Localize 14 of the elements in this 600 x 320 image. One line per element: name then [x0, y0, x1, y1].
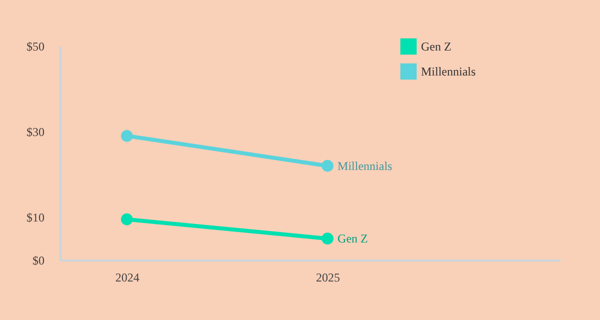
point: [120, 130, 133, 142]
text: Millennials: [338, 158, 392, 173]
y-tick-label: $0: [32, 254, 44, 268]
y-tick-label: $50: [26, 40, 44, 54]
point: [322, 232, 334, 245]
legend-label: Millennials: [421, 64, 476, 78]
text: Gen Z: [338, 232, 368, 246]
point: [322, 160, 334, 172]
legend-label: Gen Z: [421, 40, 452, 54]
y-tick-label: $30: [26, 125, 44, 140]
x-tick-label: 2024: [115, 270, 140, 284]
y-tick-label: $10: [26, 210, 44, 225]
x-tick-label: 2025: [316, 270, 340, 284]
point: [120, 213, 133, 226]
